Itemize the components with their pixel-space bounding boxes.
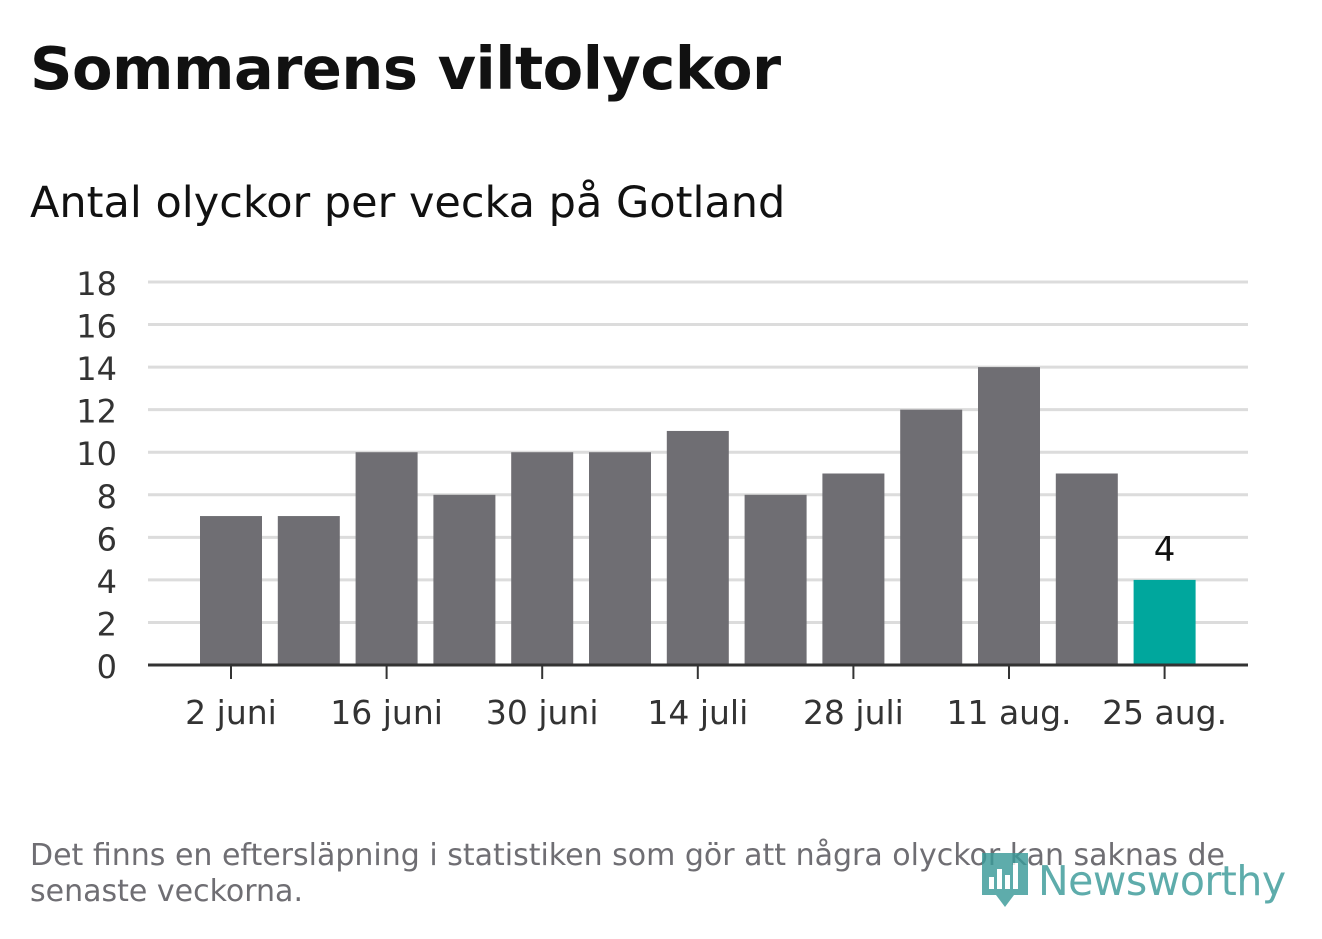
x-tick-label: 11 aug. (946, 693, 1071, 732)
x-tick-label: 16 juni (330, 693, 443, 732)
bar (277, 516, 340, 665)
y-tick-label: 16 (76, 308, 117, 346)
y-tick-label: 10 (76, 435, 117, 473)
bar (200, 516, 262, 665)
x-tick-label: 2 juni (185, 693, 277, 732)
y-tick-label: 2 (97, 605, 117, 643)
y-tick-label: 8 (97, 478, 117, 516)
bar (1055, 473, 1118, 665)
bar-chart: 0 2 4 6 8 10 12 14 16 18 4 2 juni 16 juni 30 juni 14 j… (76, 265, 1248, 732)
newsworthy-logo-text: Newsworthy (1038, 857, 1286, 905)
y-tick-label: 6 (97, 520, 117, 558)
bar (900, 409, 963, 665)
x-tick-label: 25 aug. (1102, 693, 1227, 732)
bar (589, 452, 651, 665)
data-label: 4 (1154, 530, 1176, 570)
bar (433, 494, 496, 665)
bar (355, 452, 418, 665)
x-tick-label: 14 juli (647, 693, 748, 732)
bar (511, 452, 574, 665)
bar (978, 367, 1040, 665)
bar (1133, 579, 1196, 665)
bar (744, 494, 807, 665)
newsworthy-logo: Newsworthy (980, 850, 1286, 912)
y-tick-label: 0 (97, 648, 117, 686)
newsworthy-logo-icon (982, 853, 1028, 907)
x-tick-label: 28 juli (803, 693, 904, 732)
bar (666, 430, 729, 665)
x-tick-label: 30 juni (486, 693, 599, 732)
y-tick-label: 12 (76, 393, 117, 431)
chart-title: Sommarens viltolyckor (30, 34, 781, 103)
y-tick-label: 14 (76, 350, 117, 388)
chart-subtitle: Antal olyckor per vecka på Gotland (30, 178, 786, 228)
y-tick-label: 4 (97, 563, 117, 601)
bar (822, 473, 885, 665)
y-tick-label: 18 (76, 265, 117, 303)
